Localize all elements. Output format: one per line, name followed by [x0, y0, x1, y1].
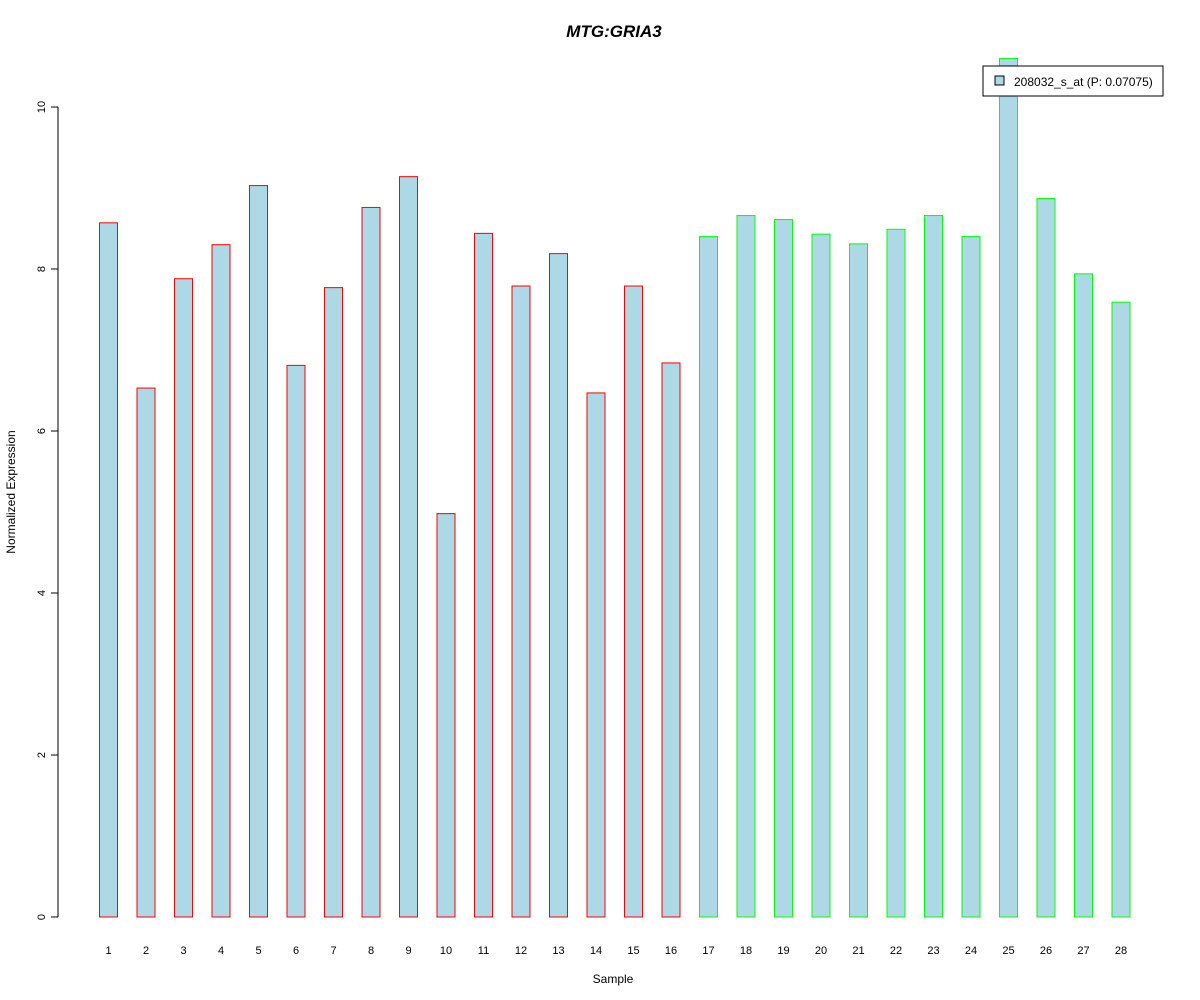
x-tick-label: 22: [890, 945, 902, 957]
bar-26: [1036, 198, 1056, 918]
bar-20: [811, 233, 831, 918]
x-tick-label: 9: [405, 945, 411, 957]
bar-10: [436, 513, 456, 918]
x-tick-label: 1: [105, 945, 111, 957]
bar-18: [736, 215, 756, 918]
bar-5: [249, 185, 268, 918]
bar-16: [661, 362, 681, 918]
x-tick-label: 11: [478, 945, 489, 957]
y-axis-label: Normalized Expression: [4, 430, 18, 553]
bar-21: [849, 243, 868, 918]
x-axis-label: Sample: [593, 972, 634, 986]
bar-15: [624, 285, 643, 918]
bar-4: [211, 244, 231, 918]
x-tick-label: 27: [1077, 945, 1089, 957]
bar-1: [99, 222, 118, 918]
x-tick-label: 28: [1115, 945, 1127, 957]
x-tick-label: 16: [665, 945, 677, 957]
bar-23: [924, 215, 943, 918]
y-tick-label: 0: [36, 914, 48, 920]
x-tick-label: 5: [255, 945, 261, 957]
x-tick-label: 13: [552, 945, 564, 957]
x-tick-label: 10: [440, 945, 452, 957]
x-tick-label: 19: [777, 945, 789, 957]
bar-8: [361, 206, 381, 918]
y-tick-label: 8: [36, 266, 48, 272]
y-tick-label: 10: [36, 101, 48, 113]
x-tick-label: 4: [218, 945, 224, 957]
y-axis: 0 2 4 6 8 10: [36, 101, 59, 920]
legend: 208032_s_at (P: 0.07075): [982, 65, 1164, 97]
bar-9: [399, 176, 418, 918]
bar-19: [774, 219, 793, 918]
x-tick-label: 2: [143, 945, 149, 957]
bar-28: [1111, 301, 1131, 918]
bar-7: [324, 287, 343, 918]
x-tick-label: 12: [515, 945, 527, 957]
bar-25: [999, 57, 1018, 918]
x-tick-label: 23: [927, 945, 939, 957]
y-tick-label: 4: [36, 590, 48, 596]
y-tick-label: 6: [36, 428, 48, 434]
x-tick-label: 3: [180, 945, 186, 957]
bar-11: [474, 232, 493, 918]
legend-label: 208032_s_at (P: 0.07075): [1014, 75, 1153, 89]
x-tick-label: 6: [293, 945, 299, 957]
bar-6: [286, 364, 306, 918]
bar-24: [961, 236, 981, 918]
x-tick-label: 17: [702, 945, 714, 957]
y-tick-label: 2: [36, 752, 48, 758]
bar-12: [511, 285, 531, 918]
x-tick-label: 25: [1002, 945, 1014, 957]
x-tick-labels: 1 2 3 4 5 6 7 8 9 10 11 12 13 14 15 16 17 18 19 20 21 22 23 24 2…: [105, 945, 1127, 957]
bar-22: [886, 228, 906, 918]
x-tick-label: 26: [1040, 945, 1052, 957]
bar-14: [586, 392, 606, 918]
x-tick-label: 14: [590, 945, 602, 957]
x-tick-label: 18: [740, 945, 752, 957]
x-tick-label: 24: [965, 945, 977, 957]
x-tick-label: 20: [815, 945, 827, 957]
x-tick-label: 8: [368, 945, 374, 957]
legend-swatch: [994, 75, 1005, 86]
x-tick-label: 15: [627, 945, 639, 957]
bar-2: [136, 387, 156, 918]
bars: [99, 57, 1131, 918]
bar-17: [699, 236, 718, 918]
bar-27: [1074, 273, 1093, 918]
x-tick-label: 7: [330, 945, 336, 957]
bar-13: [549, 253, 568, 918]
bar-3: [174, 278, 193, 918]
legend-box: [982, 65, 1164, 97]
chart-title: MTG:GRIA3: [566, 22, 662, 41]
x-tick-label: 21: [852, 945, 864, 957]
